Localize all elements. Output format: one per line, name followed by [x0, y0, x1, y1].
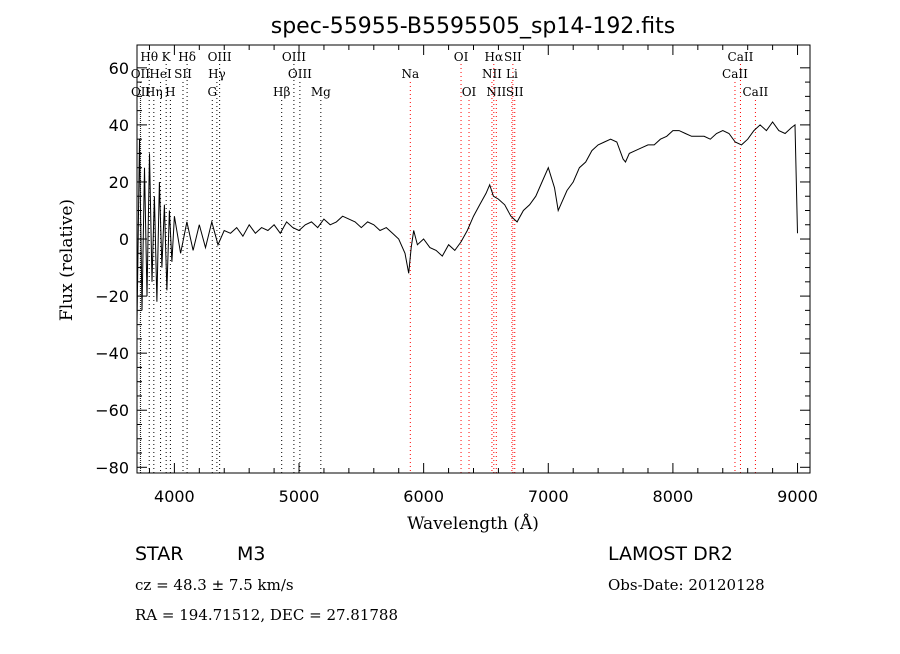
y-tick-label: 0	[119, 230, 129, 249]
spectral-line-label: OIII	[288, 67, 312, 81]
spectral-line-label: NII	[486, 85, 506, 99]
spectral-line-label: K	[162, 50, 172, 64]
spectral-line-label: OI	[462, 85, 477, 99]
spectral-line-label: OIII	[282, 50, 306, 64]
chart-title: spec-55955-B5595505_sp14-192.fits	[271, 14, 676, 39]
spectral-line-label: Hβ	[273, 85, 290, 99]
spectral-line-label: Hα	[485, 50, 504, 64]
y-axis-label: Flux (relative)	[57, 199, 77, 321]
y-tick-label: 20	[109, 173, 129, 192]
spectral-line-label: Hδ	[178, 50, 196, 64]
spectral-line-label: Li	[506, 67, 518, 81]
observation-date: Obs-Date: 20120128	[608, 576, 765, 594]
spectral-line-label: Hη	[145, 85, 163, 99]
y-tick-label: 60	[109, 59, 129, 78]
coordinates: RA = 194.71512, DEC = 27.81788	[135, 606, 398, 624]
spectral-line-label: CaII	[742, 85, 768, 99]
x-tick-label: 7000	[528, 487, 569, 506]
y-tick-label: −40	[95, 344, 129, 363]
spectral-line-label: SII	[506, 85, 524, 99]
redshift-velocity: cz = 48.3 ± 7.5 km/s	[135, 576, 294, 594]
object-subclass: M3	[237, 543, 265, 565]
x-tick-label: 9000	[777, 487, 818, 506]
y-tick-label: −20	[95, 287, 129, 306]
spectral-line-label: NII	[482, 67, 502, 81]
spectral-line-label: SII	[504, 50, 522, 64]
x-tick-label: 8000	[653, 487, 694, 506]
object-class: STAR	[135, 543, 183, 565]
spectral-line-label: Hθ	[140, 50, 158, 64]
spectrum-line	[136, 121, 798, 325]
x-tick-label: 4000	[154, 487, 195, 506]
x-axis: 4000 5000 6000 7000 8000 9000	[148, 45, 818, 506]
spectral-line-label: SII	[174, 67, 192, 81]
spectral-line-label: CaII	[722, 67, 748, 81]
x-tick-label: 5000	[279, 487, 320, 506]
y-tick-label: −80	[95, 458, 129, 477]
y-axis: −80 −60 −40 −20 0 20 40 60	[95, 59, 810, 477]
spectral-line-label: Mg	[311, 85, 331, 99]
x-tick-label: 6000	[403, 487, 444, 506]
spectral-line-label: OII	[131, 67, 151, 81]
spectral-line-label: G	[207, 85, 217, 99]
spectral-line-label: OII	[131, 85, 151, 99]
spectral-line-label: OIII	[208, 50, 232, 64]
y-tick-label: 40	[109, 116, 129, 135]
plot-frame	[136, 44, 811, 474]
spectral-line-label: Na	[401, 67, 419, 81]
spectral-line-label: H	[165, 85, 175, 99]
spectral-line-label: CaII	[728, 50, 754, 64]
spectral-line-label: Hγ	[208, 67, 226, 81]
y-tick-label: −60	[95, 401, 129, 420]
survey-name: LAMOST DR2	[608, 543, 733, 565]
spectral-line-label: HeI	[149, 67, 172, 81]
x-axis-label: Wavelength (Å)	[407, 513, 539, 534]
spectral-line-label: OI	[454, 50, 469, 64]
